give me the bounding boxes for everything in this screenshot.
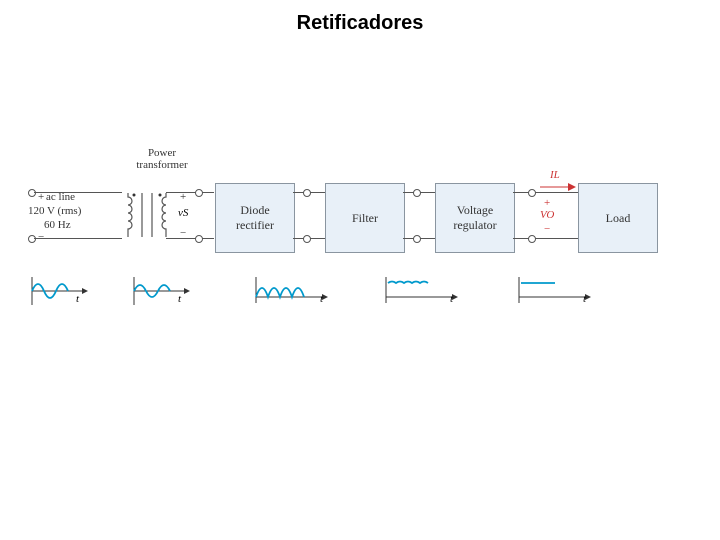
t-label-1: t xyxy=(76,293,79,305)
wave-ac-input xyxy=(28,273,90,309)
rf-term-top xyxy=(303,189,311,197)
t-label-4: t xyxy=(450,293,453,305)
t-label-3: t xyxy=(320,293,323,305)
transformer-label: Power transformer xyxy=(122,147,202,171)
filter-block: Filter xyxy=(325,183,405,253)
wire-ac-bot xyxy=(34,238,122,239)
load-block: Load xyxy=(578,183,658,253)
sec-vs: vS xyxy=(178,207,188,219)
ac-terminal-bot xyxy=(28,235,36,243)
il-arrow xyxy=(540,181,580,193)
il-label: IL xyxy=(550,169,560,181)
regulator-block: Voltage regulator xyxy=(435,183,515,253)
diagram: Power transformer + ac line 120 V (rms) … xyxy=(20,165,700,365)
ac-terminal-top xyxy=(28,189,36,197)
ac-line2: 120 V (rms) xyxy=(28,205,81,217)
ac-minus: − xyxy=(38,231,44,243)
t-label-5: t xyxy=(583,293,586,305)
wire-sec-bot xyxy=(166,238,214,239)
wire-rl-bot xyxy=(513,238,578,239)
wave-secondary xyxy=(130,273,192,309)
rf-term-bot xyxy=(303,235,311,243)
rl-term-bot xyxy=(528,235,536,243)
vo-label: VO xyxy=(540,209,554,221)
rectifier-block: Diode rectifier xyxy=(215,183,295,253)
sec-term-bot xyxy=(195,235,203,243)
fr-term-top xyxy=(413,189,421,197)
ac-line3: 60 Hz xyxy=(44,219,71,231)
wire-ac-top xyxy=(34,192,122,193)
vo-plus: + xyxy=(544,197,550,209)
rl-term-top xyxy=(528,189,536,197)
wire-sec-top xyxy=(166,192,214,193)
sec-term-top xyxy=(195,189,203,197)
page-title: Retificadores xyxy=(0,0,720,35)
vo-minus: − xyxy=(544,223,550,235)
t-label-2: t xyxy=(178,293,181,305)
fr-term-bot xyxy=(413,235,421,243)
